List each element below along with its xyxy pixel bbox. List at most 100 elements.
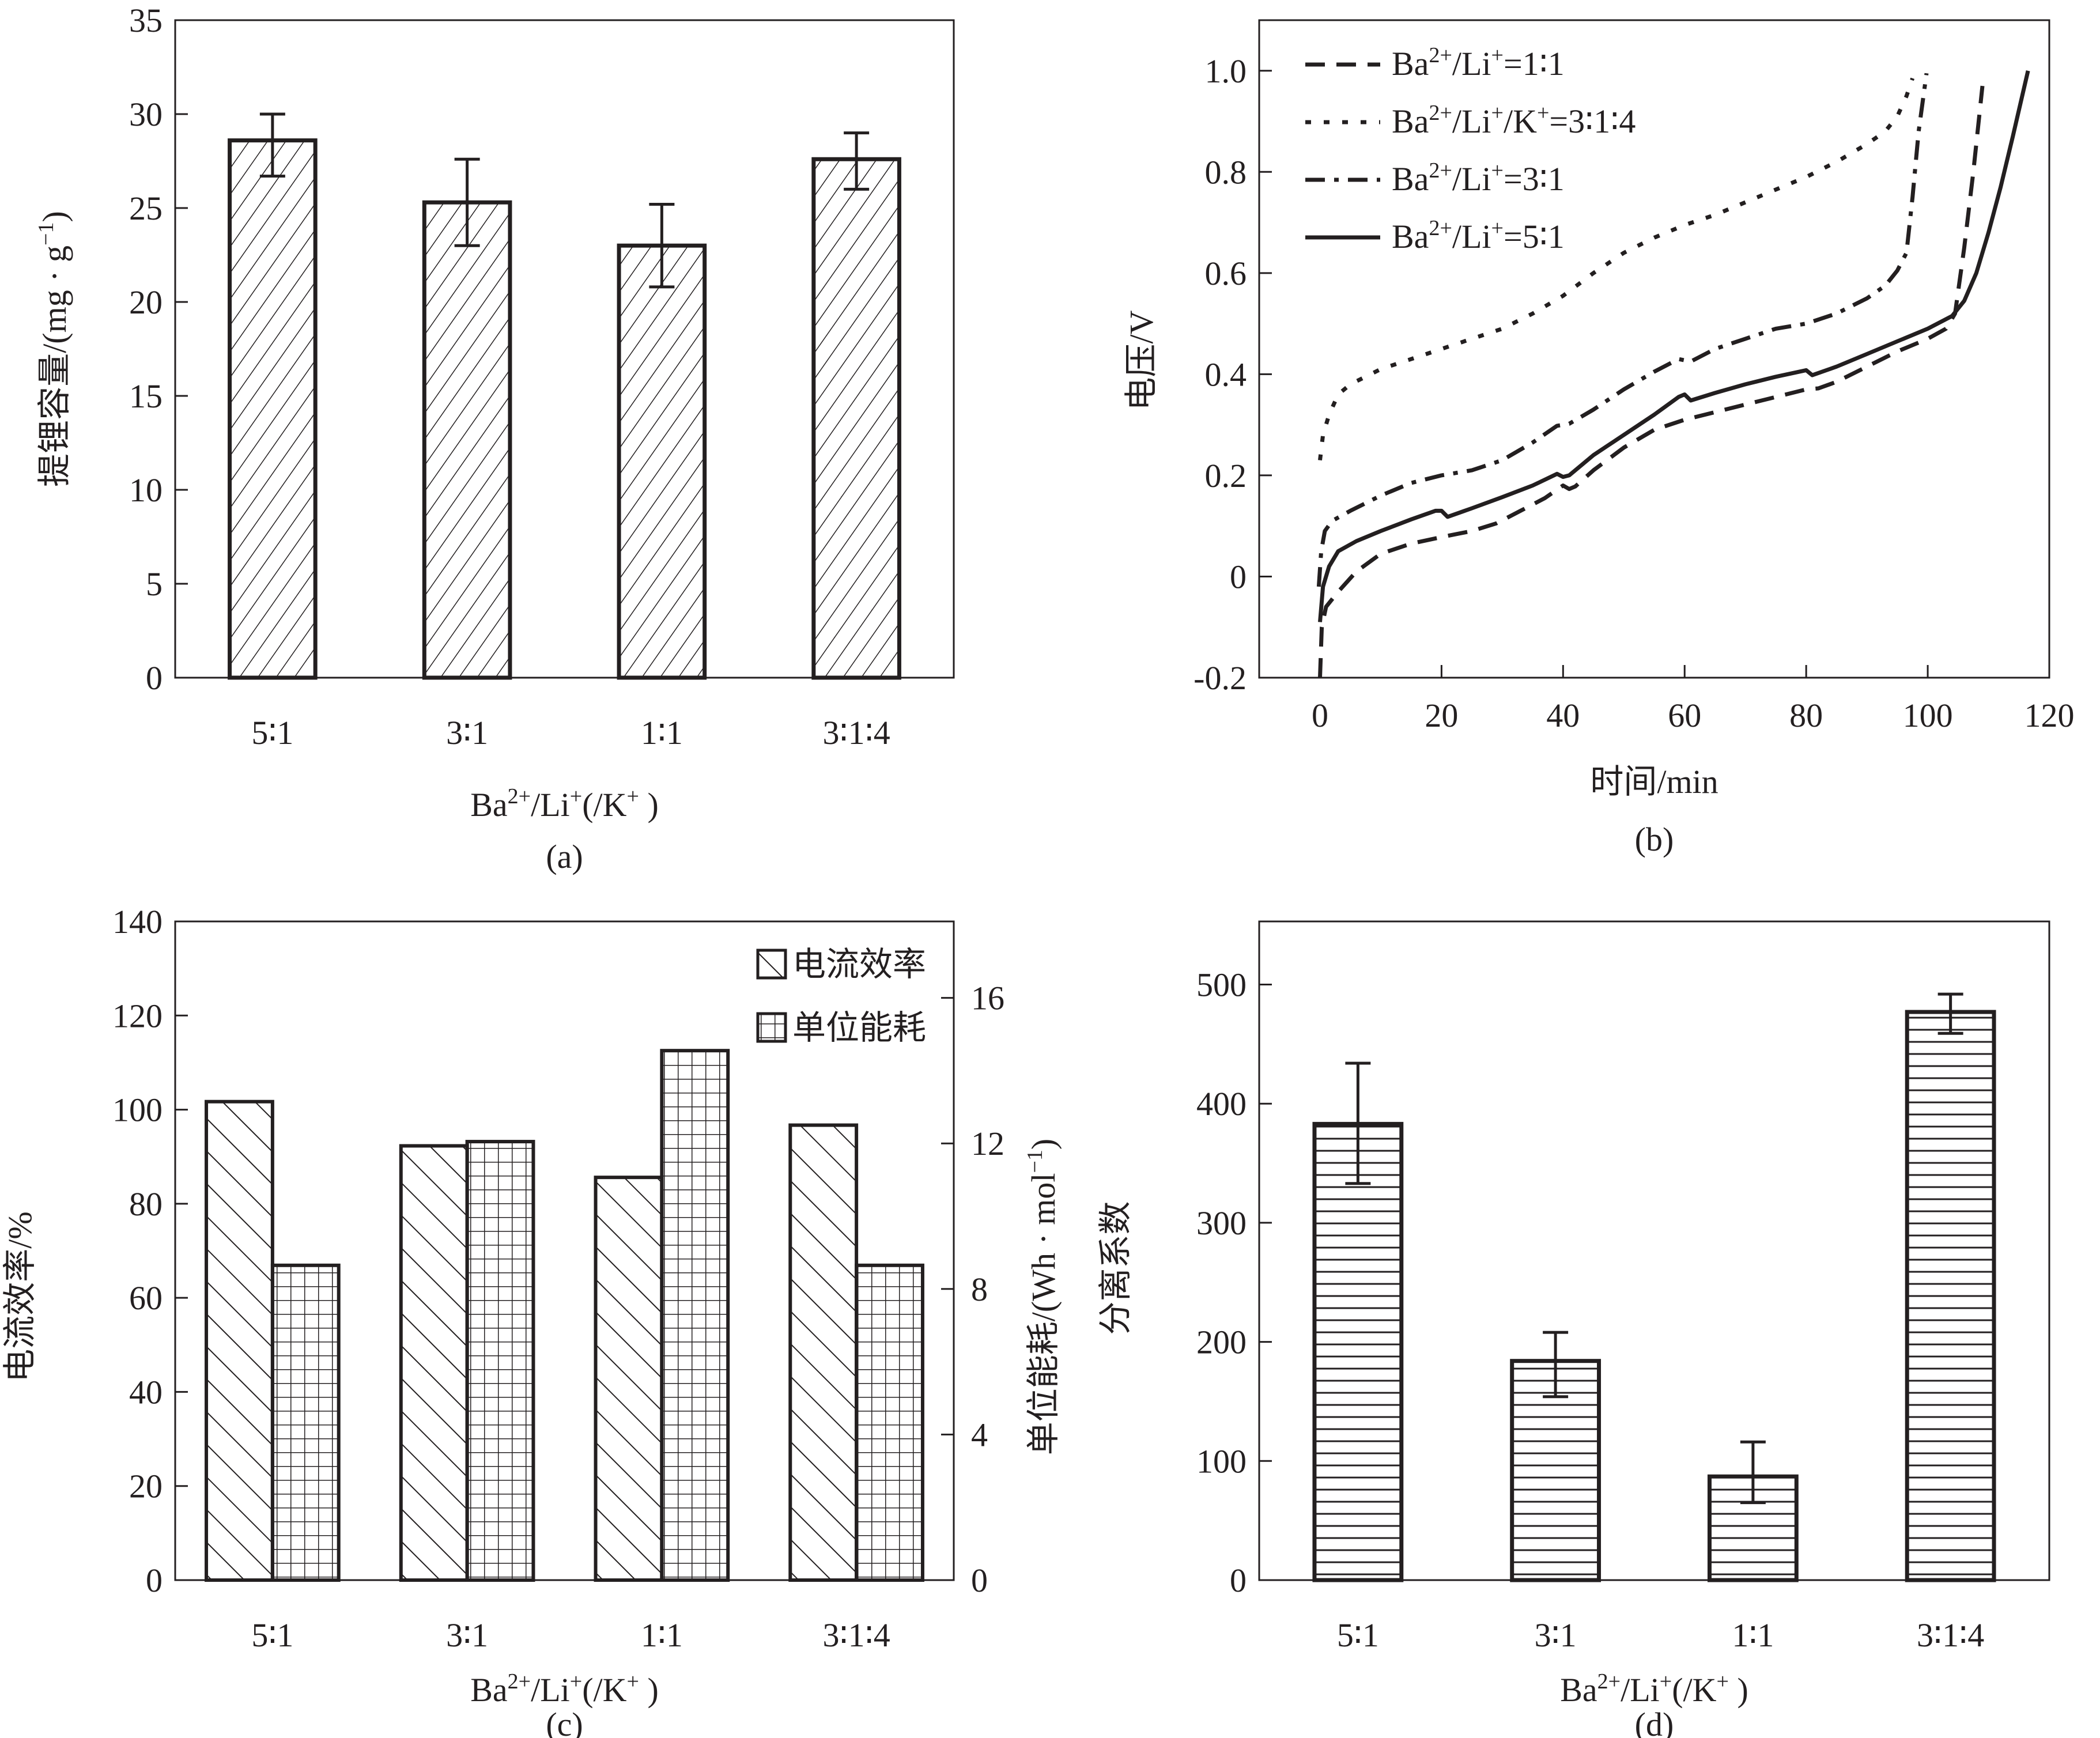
x-axis-title: Ba2+/Li+(/K+ ) [470,784,659,823]
legend-sup: + [1537,101,1549,125]
x-axis-title: Ba2+/Li+(/K+ ) [470,1669,659,1709]
y-tick-label-right: 16 [971,980,1004,1017]
x-axis-title-part: ) [1729,1671,1748,1709]
legend-sup: + [1491,158,1504,183]
legend-part: /K [1504,103,1537,140]
plot-frame [174,920,955,1581]
legend-sup: + [1491,43,1504,67]
y-tick-label: 0 [146,659,163,697]
y-tick-label-right: 8 [971,1271,988,1308]
y-tick-label: 20 [129,1468,163,1505]
x-category-label: 1∶1 [1732,1616,1774,1654]
y-tick-label: 40 [129,1373,163,1411]
y-tick-label: 15 [129,377,163,415]
y-tick-label: 0 [1230,1562,1247,1599]
y-axis-title-sup: −1 [1023,1150,1047,1173]
x-axis-title-part: Ba [1560,1671,1597,1709]
bar-energy-consumption [465,1140,535,1582]
y-tick-label: 400 [1196,1085,1247,1123]
x-tick-label: 120 [2025,697,2075,734]
x-axis-title-part: /Li [531,786,570,823]
legend-part: /Li [1452,160,1491,198]
x-tick-label: 100 [1903,697,1953,734]
y-tick-label: 0 [1230,558,1247,595]
series-line-dotted [1318,77,1915,461]
bar [228,138,318,680]
x-axis-title-part: (/K [582,1671,626,1709]
y-axis-title: 电流效率/% [1,1211,39,1382]
legend-part: =3∶1∶4 [1549,103,1636,140]
legend-sup: 2+ [1429,216,1452,240]
legend-swatch [756,949,787,980]
bar-energy-consumption [270,1263,341,1582]
legend-part: /Li [1452,218,1491,255]
y-tick-label: 120 [112,997,163,1034]
y-axis-title: 提锂容量/(mg · g−1) [34,211,73,487]
y-tick-label: 10 [129,471,163,509]
x-axis-title-part: Ba [470,786,507,823]
x-tick-label: 0 [1312,697,1328,734]
x-axis-title-part: /Li [531,1671,570,1709]
y-axis-title-part: 提锂容量/(mg · g [36,245,73,487]
legend-label: 电流效率 [792,946,926,983]
legend-label: Ba2+/Li+=1∶1 [1392,43,1565,82]
x-category-label: 5∶1 [1337,1616,1379,1654]
y-tick-label: 60 [129,1279,163,1317]
x-category-label: 3∶1∶4 [823,1616,890,1654]
bar-energy-consumption [660,1049,730,1582]
legend-sup: 2+ [1429,101,1452,125]
y-axis-title-part: 单位能耗/(Wh · mol [1025,1173,1062,1456]
x-tick-label: 80 [1789,697,1823,734]
x-category-label: 1∶1 [641,1616,683,1654]
bar-current-efficiency [205,1100,274,1582]
plot-frame [174,19,955,679]
y-tick-label: 0.2 [1205,457,1247,494]
x-axis-title-sup: + [570,1669,582,1694]
y-tick-label-right: 12 [971,1125,1004,1162]
panel-label: (c) [546,1706,583,1738]
panel-label: (b) [1635,821,1674,858]
legend-part: =3∶1 [1504,160,1565,198]
legend-label: Ba2+/Li+=5∶1 [1392,216,1565,255]
y-tick-label: 1.0 [1205,52,1247,90]
x-category-label: 3∶1∶4 [1917,1616,1984,1654]
y-tick-label: 5 [146,565,163,603]
bar [1905,1010,1996,1582]
legend-part: Ba [1392,160,1429,198]
legend-part: /Li [1452,103,1491,140]
bar [422,200,512,680]
y-tick-label: 300 [1196,1204,1247,1242]
x-axis-title-sup: 2+ [508,784,531,808]
y-tick-label: 20 [129,284,163,321]
y-tick-label: -0.2 [1193,659,1247,697]
y-axis-title-right: 单位能耗/(Wh · mol−1) [1023,1139,1062,1455]
y-tick-label: 80 [129,1185,163,1223]
series-line-dash-dot [1316,73,1929,587]
legend-part: Ba [1392,45,1429,82]
x-category-label: 5∶1 [251,714,293,751]
y-tick-label: 500 [1196,966,1247,1004]
legend-swatch [756,1012,787,1043]
plot-frame [1258,920,2050,1581]
y-tick-label: 25 [129,190,163,227]
y-tick-label-right: 0 [971,1562,988,1599]
x-category-label: 1∶1 [641,714,683,751]
y-tick-label: 100 [112,1091,163,1129]
x-axis-title-part: ) [639,786,659,823]
x-tick-label: 40 [1546,697,1580,734]
legend-part: Ba [1392,103,1429,140]
bar-energy-consumption [855,1263,924,1582]
legend-part: Ba [1392,218,1429,255]
legend-sup: 2+ [1429,43,1452,67]
x-axis-title-sup: + [1660,1669,1672,1694]
y-tick-label: 30 [129,96,163,133]
panel-b-voltage-chart: -0.200.20.40.60.81.00 20 40 60 80 100 120Ba2+/… [1123,19,2075,858]
bar [617,243,707,680]
legend-sup: 2+ [1429,158,1452,183]
y-axis-title-part: ) [36,211,73,222]
bar-current-efficiency [594,1176,664,1582]
y-tick-label: 0 [146,1562,163,1599]
